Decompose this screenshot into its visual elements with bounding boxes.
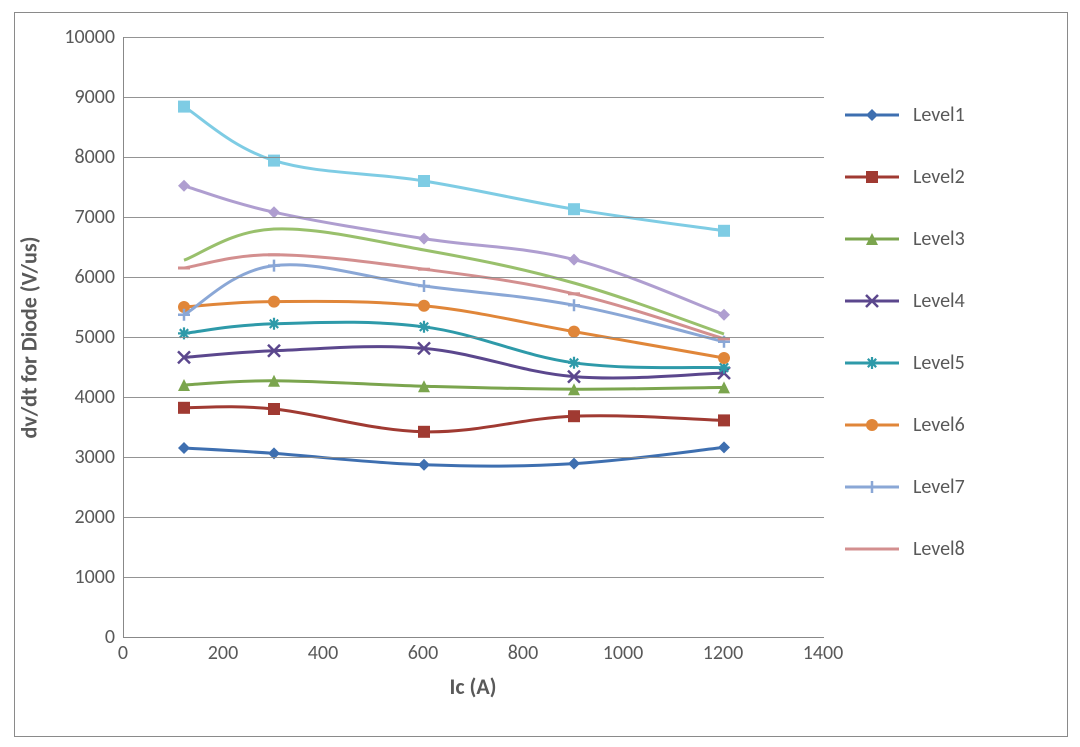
series-marker <box>418 300 430 312</box>
legend-row: Level7 <box>845 475 1055 499</box>
legend-row: Level8 <box>845 537 1055 561</box>
series-marker <box>418 426 430 438</box>
series-marker <box>718 414 730 426</box>
series-line <box>184 301 724 358</box>
series-marker <box>178 402 190 414</box>
series-marker <box>568 326 580 338</box>
series-marker <box>268 260 280 272</box>
y-tick-label: 5000 <box>35 325 115 349</box>
x-axis-title: Ic (A) <box>123 673 823 700</box>
series-marker <box>568 254 580 266</box>
series-marker <box>568 410 580 422</box>
series-marker <box>268 403 280 415</box>
series-marker <box>418 280 430 292</box>
legend-label: Level4 <box>913 289 965 313</box>
y-tick-label: 4000 <box>35 385 115 409</box>
series-marker <box>268 318 280 330</box>
x-tick-label: 1200 <box>703 641 744 665</box>
y-tick-label: 6000 <box>35 265 115 289</box>
legend-swatch <box>845 475 899 499</box>
gridline-h <box>124 157 824 158</box>
legend-row: Level2 <box>845 165 1055 189</box>
series-marker <box>718 309 730 321</box>
legend-row: Level6 <box>845 413 1055 437</box>
y-tick-label: 1000 <box>35 565 115 589</box>
series-marker <box>418 459 430 471</box>
series-line <box>184 381 724 389</box>
x-tick-label: 0 <box>118 641 128 665</box>
legend-swatch <box>845 227 899 251</box>
legend-label: Level1 <box>913 103 965 127</box>
y-tick-label: 7000 <box>35 205 115 229</box>
legend-row: Level5 <box>845 351 1055 375</box>
legend-swatch <box>845 351 899 375</box>
gridline-h <box>124 577 824 578</box>
legend-row: Level4 <box>845 289 1055 313</box>
legend-label: Level6 <box>913 413 965 437</box>
legend-label: Level3 <box>913 227 965 251</box>
y-tick-label: 2000 <box>35 505 115 529</box>
legend-swatch <box>845 537 899 561</box>
series-marker <box>178 101 190 113</box>
x-tick-label: 400 <box>308 641 338 665</box>
series-marker <box>718 352 730 364</box>
x-tick-label: 800 <box>508 641 538 665</box>
series-marker <box>178 442 190 454</box>
legend-swatch <box>845 103 899 127</box>
series-marker <box>718 225 730 237</box>
x-tick-label: 600 <box>408 641 438 665</box>
legend-label: Level7 <box>913 475 965 499</box>
plot-area <box>123 37 824 638</box>
gridline-h <box>124 517 824 518</box>
gridline-h <box>124 457 824 458</box>
series-line <box>184 347 724 378</box>
series-marker <box>568 357 580 369</box>
x-tick-label: 200 <box>208 641 238 665</box>
legend-swatch <box>845 289 899 313</box>
legend-swatch <box>845 165 899 189</box>
gridline-h <box>124 217 824 218</box>
series-line <box>184 407 724 432</box>
legend: Level1 Level2 Level3 Level4 Level5 Level6 Leve… <box>845 103 1055 599</box>
series-marker <box>568 299 580 311</box>
series-marker <box>418 233 430 245</box>
series-marker <box>568 203 580 215</box>
series-marker <box>418 321 430 333</box>
legend-label: Level8 <box>913 537 965 561</box>
series-marker <box>568 458 580 470</box>
y-tick-label: 3000 <box>35 445 115 469</box>
series-marker <box>178 180 190 192</box>
x-tick-label: 1400 <box>803 641 844 665</box>
series-marker <box>718 441 730 453</box>
series-marker <box>268 296 280 308</box>
y-tick-label: 0 <box>35 625 115 649</box>
gridline-h <box>124 37 824 38</box>
series-line <box>184 107 724 231</box>
gridline-h <box>124 277 824 278</box>
legend-row: Level1 <box>845 103 1055 127</box>
legend-label: Level5 <box>913 351 965 375</box>
legend-label: Level2 <box>913 165 965 189</box>
series-marker <box>418 175 430 187</box>
y-tick-label: 8000 <box>35 145 115 169</box>
legend-row: Level3 <box>845 227 1055 251</box>
series-line <box>184 186 724 315</box>
x-tick-label: 1000 <box>603 641 644 665</box>
legend-swatch <box>845 413 899 437</box>
chart-frame: dv/dt for Diode (V/us) Ic (A) Level1Leve… <box>14 12 1068 737</box>
y-tick-label: 9000 <box>35 85 115 109</box>
y-tick-label: 10000 <box>35 25 115 49</box>
gridline-h <box>124 97 824 98</box>
gridline-h <box>124 397 824 398</box>
gridline-h <box>124 337 824 338</box>
